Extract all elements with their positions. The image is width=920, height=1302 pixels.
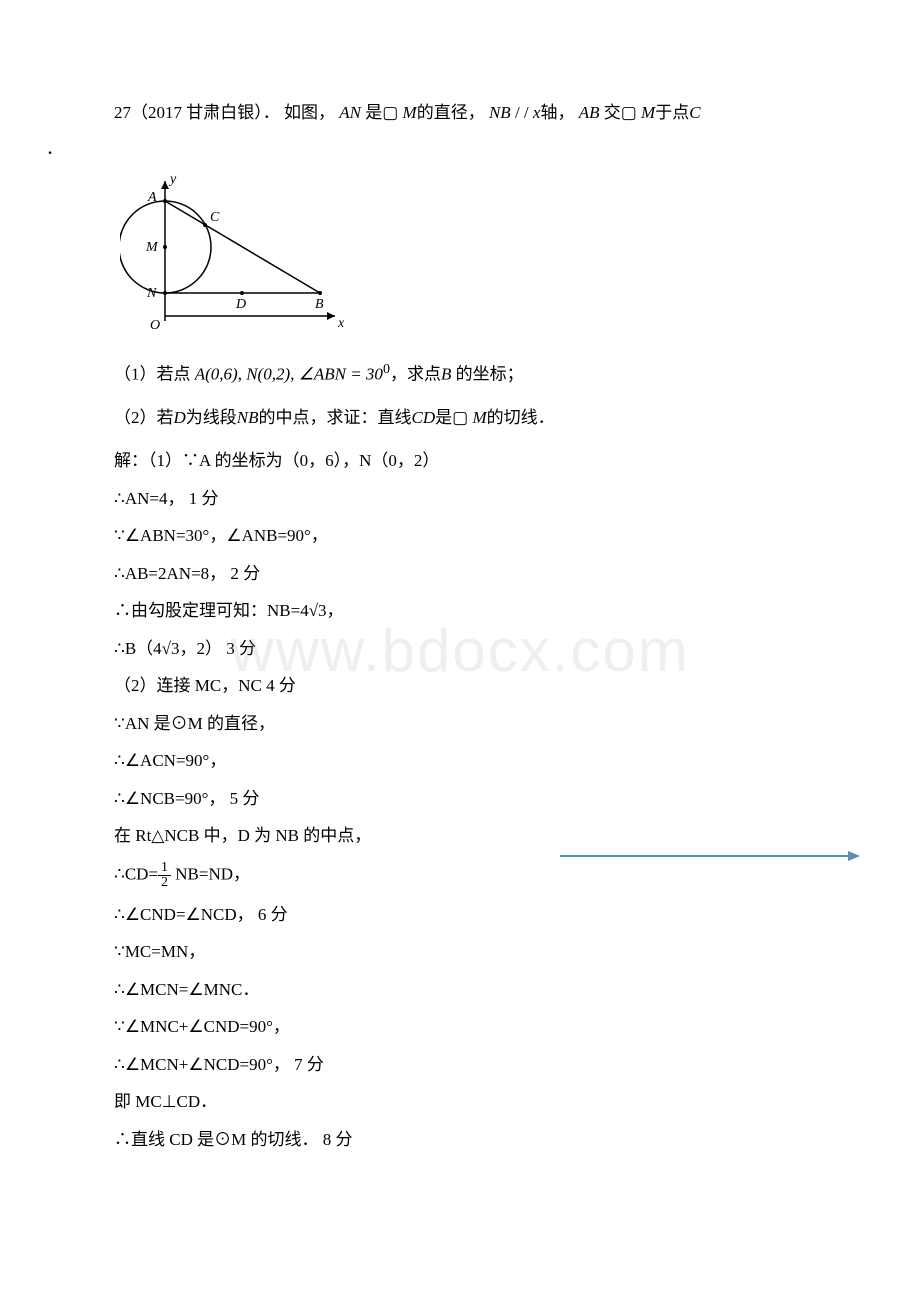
- sol-5c: ，2） 3 分: [180, 639, 257, 658]
- sol-7: ∵AN 是⊙M 的直径，: [114, 711, 840, 737]
- problem-header: 27（2017 甘肃白银）． 如图， AN 是▢ M的直径， NB / / x轴…: [80, 100, 840, 126]
- q2-circle: ▢: [452, 408, 468, 427]
- sol-4b: 4√3: [300, 601, 326, 620]
- txt-at: 于点: [655, 103, 689, 122]
- q2-t3: 是: [435, 408, 452, 427]
- problem-source: （2017 甘肃白银）．: [131, 103, 280, 122]
- period: ．: [46, 136, 840, 162]
- q2-D: D: [174, 408, 186, 427]
- sol-9: ∴∠NCB=90°， 5 分: [114, 786, 840, 812]
- circle-symbol-2: ▢: [621, 103, 637, 122]
- label-C: C: [210, 210, 220, 225]
- geometry-diagram: y A C M N D B O x: [120, 171, 840, 339]
- sol-4: ∴由勾股定理可知：NB=4√3，: [114, 598, 840, 624]
- sol-10: 在 Rt△NCB 中，D 为 NB 的中点，: [114, 823, 840, 849]
- sol-4a: ∴由勾股定理可知：NB=: [114, 601, 300, 620]
- q1-degree: 0: [383, 361, 390, 377]
- label-D: D: [235, 297, 246, 312]
- annotation-arrow: [560, 846, 860, 872]
- q2-NB: NB: [237, 408, 259, 427]
- q1-B: B: [441, 364, 451, 383]
- sol-8: ∴∠ACN=90°，: [114, 748, 840, 774]
- label-x: x: [337, 316, 345, 331]
- seg-AB: AB: [579, 103, 600, 122]
- circle-symbol: ▢: [382, 103, 398, 122]
- frac-num: 1: [158, 861, 171, 876]
- txt-axis: 轴，: [540, 103, 574, 122]
- txt-is: 是: [361, 103, 382, 122]
- parallel: / /: [511, 103, 533, 122]
- label-y: y: [168, 172, 177, 187]
- q2-label: （2）若: [114, 408, 174, 427]
- seg-M: M: [403, 103, 417, 122]
- q1-label: （1）若点: [114, 364, 195, 383]
- sol-18: ∴直线 CD 是⊙M 的切线． 8 分: [114, 1127, 840, 1153]
- sol-4c: ，: [327, 601, 344, 620]
- sol-11a: ∴CD=: [114, 864, 158, 883]
- seg-AN: AN: [339, 103, 361, 122]
- intro-text: 如图，: [284, 103, 335, 122]
- seg-C: C: [689, 103, 700, 122]
- question-2: （2）若D为线段NB的中点，求证：直线CD是▢ M的切线．: [80, 405, 840, 431]
- sol-2: ∵∠ABN=30°，∠ANB=90°，: [114, 523, 840, 549]
- sol-14: ∴∠MCN=∠MNC．: [114, 977, 840, 1003]
- label-A: A: [147, 190, 157, 205]
- label-O: O: [150, 318, 160, 331]
- txt-cross: 交: [599, 103, 620, 122]
- sol-11b: NB=ND，: [171, 864, 250, 883]
- q2-CD: CD: [412, 408, 436, 427]
- sol-5: ∴B（4√3，2） 3 分: [114, 636, 840, 662]
- frac-den: 2: [158, 876, 171, 890]
- q2-t4: 的切线．: [487, 408, 555, 427]
- sol-13: ∵MC=MN，: [114, 939, 840, 965]
- sol-15: ∵∠MNC+∠CND=90°，: [114, 1014, 840, 1040]
- sol-5a: ∴B（: [114, 639, 153, 658]
- problem-number: 27: [114, 103, 131, 122]
- q2-t1: 为线段: [186, 408, 237, 427]
- q1-points: A(0,6), N(0,2), ∠ABN = 30: [195, 364, 383, 383]
- sol-12: ∴∠CND=∠NCD， 6 分: [114, 902, 840, 928]
- seg-M2: M: [641, 103, 655, 122]
- sol-1: ∴AN=4， 1 分: [114, 486, 840, 512]
- q2-t2: 的中点，求证：直线: [259, 408, 412, 427]
- q1-tail2: 的坐标；: [451, 364, 523, 383]
- label-B: B: [315, 297, 324, 312]
- q2-M: M: [472, 408, 486, 427]
- sol-6: （2）连接 MC，NC 4 分: [114, 673, 840, 699]
- question-1: （1）若点 A(0,6), N(0,2), ∠ABN = 300，求点B 的坐标…: [80, 359, 840, 387]
- q1-tail: ，求点: [390, 364, 441, 383]
- sol-0: 解：（1）∵A 的坐标为（0，6），N（0，2）: [114, 448, 840, 474]
- sol-16: ∴∠MCN+∠NCD=90°， 7 分: [114, 1052, 840, 1078]
- sol-17: 即 MC⊥CD．: [114, 1089, 840, 1115]
- sol-5b: 4√3: [153, 639, 179, 658]
- label-N: N: [146, 286, 157, 301]
- seg-NB: NB: [489, 103, 511, 122]
- label-M: M: [145, 240, 159, 255]
- txt-diameter: 的直径，: [417, 103, 485, 122]
- sol-3: ∴AB=2AN=8， 2 分: [114, 561, 840, 587]
